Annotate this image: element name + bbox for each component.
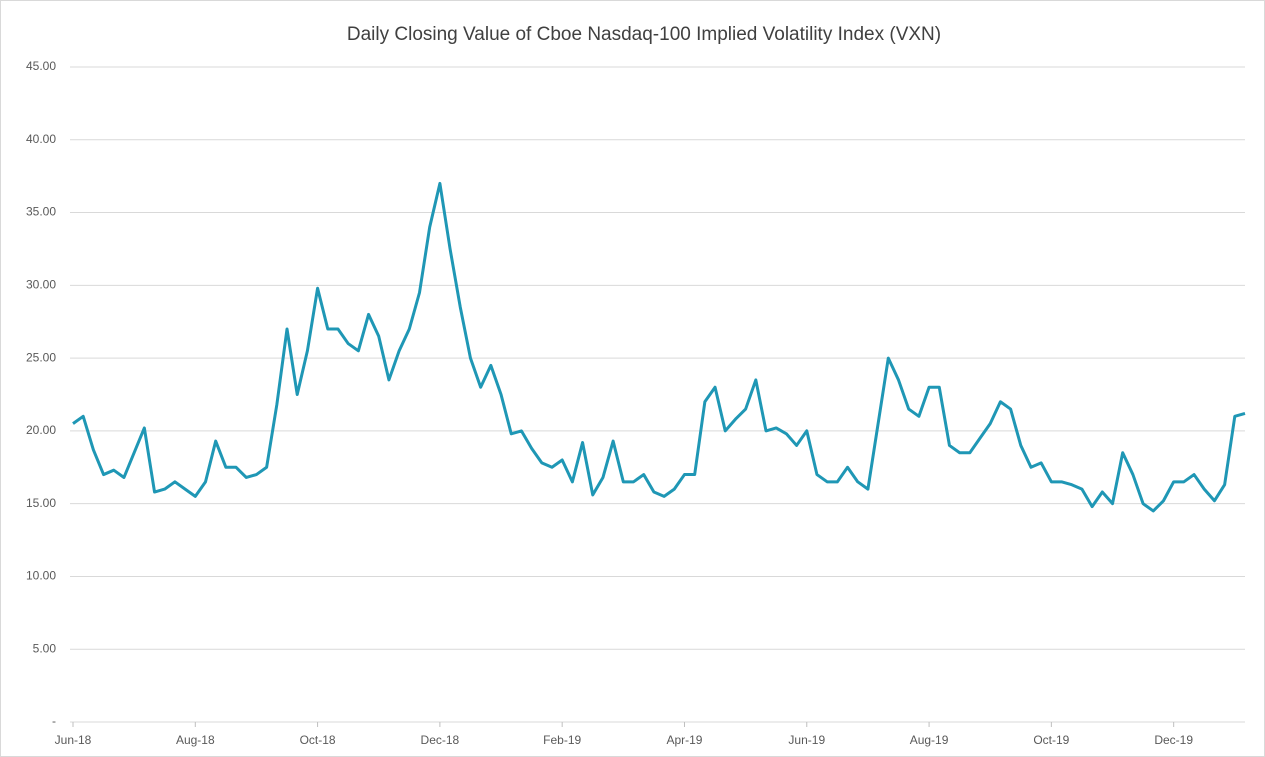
y-tick-label: 45.00 [26, 59, 56, 73]
y-tick-label: 35.00 [26, 205, 56, 219]
y-tick-label: 40.00 [26, 132, 56, 146]
y-tick-label: 25.00 [26, 350, 56, 364]
x-tick-label: Oct-19 [1033, 733, 1069, 747]
y-tick-label: - [52, 714, 56, 728]
x-tick-label: Dec-19 [1154, 733, 1193, 747]
chart-title: Daily Closing Value of Cboe Nasdaq-100 I… [347, 24, 941, 45]
x-tick-label: Apr-19 [666, 733, 702, 747]
y-tick-label: 30.00 [26, 278, 56, 292]
x-tick-label: Jun-18 [55, 733, 92, 747]
y-tick-label: 5.00 [33, 641, 57, 655]
y-tick-label: 10.00 [26, 569, 56, 583]
x-tick-label: Oct-18 [300, 733, 336, 747]
x-tick-label: Aug-19 [910, 733, 949, 747]
x-tick-label: Dec-18 [421, 733, 460, 747]
x-tick-label: Aug-18 [176, 733, 215, 747]
y-tick-label: 20.00 [26, 423, 56, 437]
x-tick-label: Jun-19 [788, 733, 825, 747]
x-tick-label: Feb-19 [543, 733, 581, 747]
series-line [72, 181, 1246, 513]
y-tick-label: 15.00 [26, 496, 56, 510]
